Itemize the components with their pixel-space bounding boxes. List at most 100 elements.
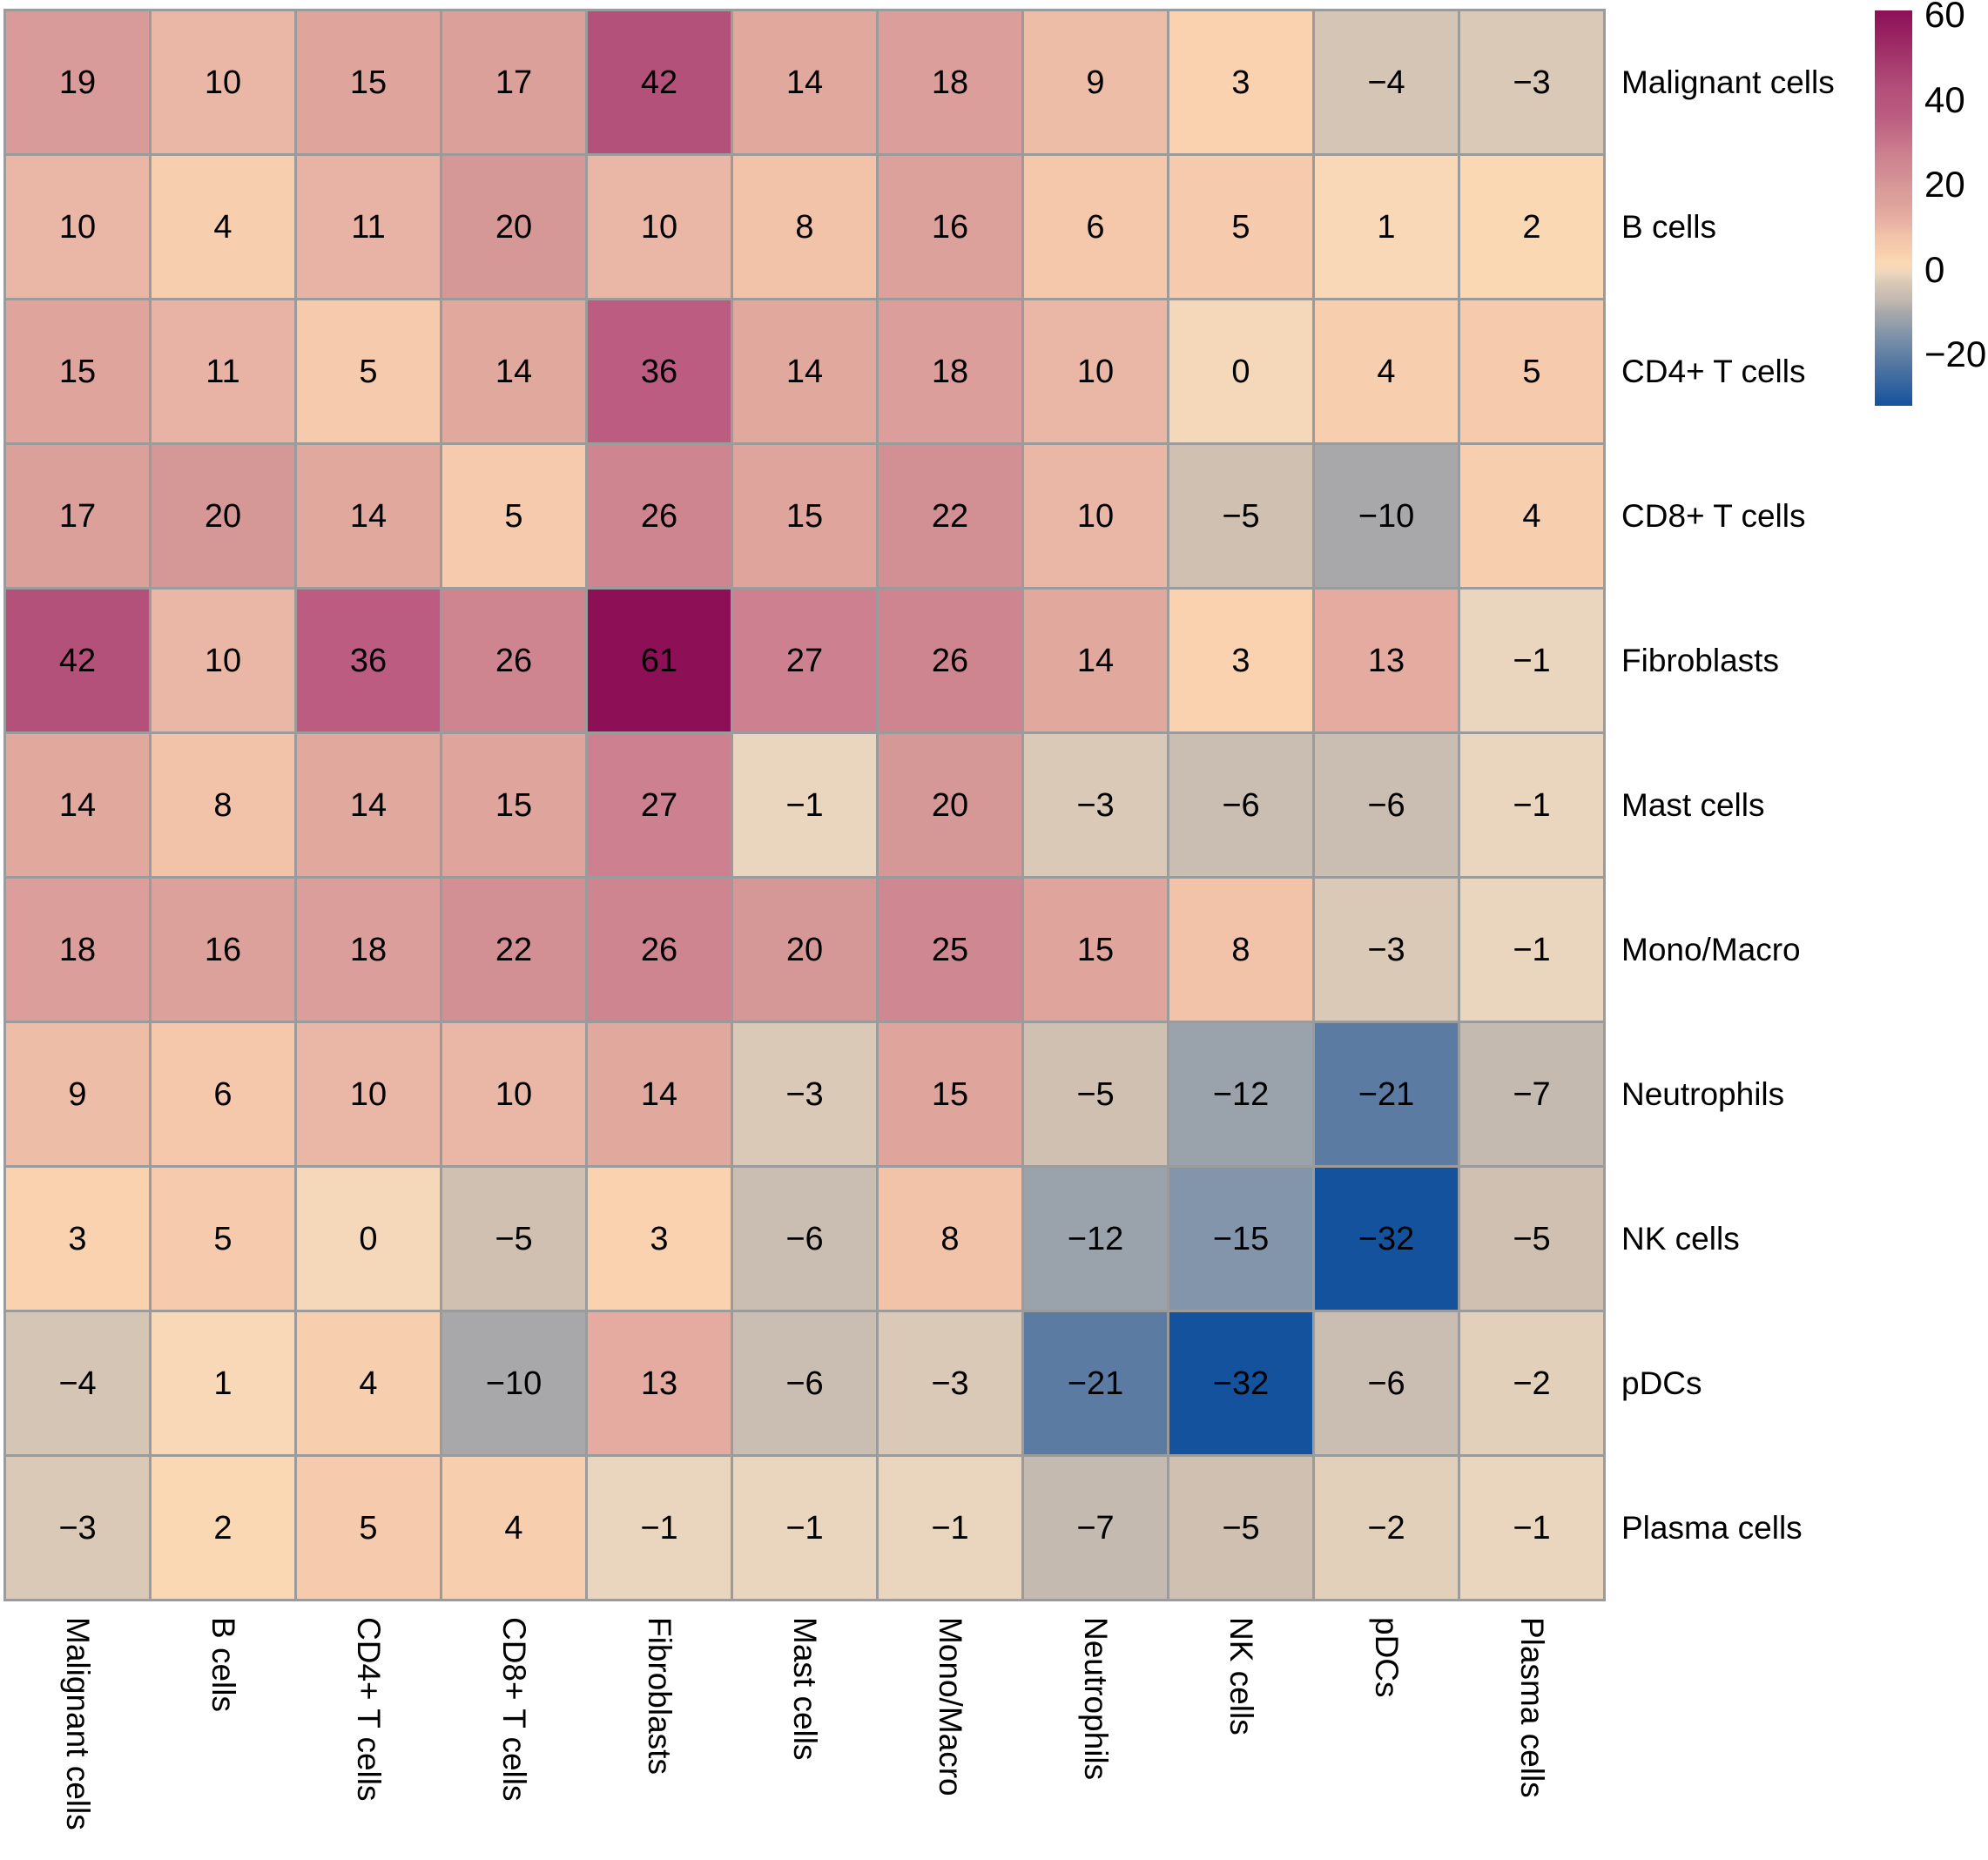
heatmap-cell: −6 <box>1169 734 1312 876</box>
column-label: Plasma cells <box>1513 1617 1550 1798</box>
heatmap-cell: 4 <box>1315 300 1458 442</box>
heatmap-cell: −4 <box>6 1312 149 1454</box>
heatmap-cell: 10 <box>152 590 294 731</box>
heatmap-cell: −5 <box>1169 1457 1312 1599</box>
heatmap-cell: 10 <box>6 156 149 298</box>
heatmap-cell: 25 <box>879 879 1021 1021</box>
row-label: B cells <box>1621 209 1716 246</box>
heatmap-cell: 42 <box>6 590 149 731</box>
heatmap-cell: 8 <box>879 1168 1021 1310</box>
heatmap-cell: 15 <box>733 445 876 587</box>
heatmap-cell: −1 <box>1460 879 1603 1021</box>
heatmap-cell: −5 <box>1024 1023 1167 1165</box>
heatmap-cell: 26 <box>442 590 585 731</box>
heatmap-cell: −3 <box>1315 879 1458 1021</box>
heatmap-cell: 18 <box>879 11 1021 153</box>
column-label: Mono/Macro <box>932 1617 968 1796</box>
heatmap-cell: 15 <box>442 734 585 876</box>
heatmap-cell: 15 <box>879 1023 1021 1165</box>
column-label: CD4+ T cells <box>350 1617 387 1801</box>
heatmap-cell: 17 <box>6 445 149 587</box>
heatmap-cell: 4 <box>1460 445 1603 587</box>
heatmap-cell: 42 <box>588 11 731 153</box>
heatmap-cell: 5 <box>442 445 585 587</box>
heatmap-cell: 26 <box>588 445 731 587</box>
row-label: Mono/Macro <box>1621 932 1801 968</box>
heatmap-cell: 14 <box>442 300 585 442</box>
heatmap-cell: 20 <box>733 879 876 1021</box>
heatmap-cell: 20 <box>442 156 585 298</box>
heatmap-cell: 14 <box>588 1023 731 1165</box>
column-label: Neutrophils <box>1077 1617 1114 1780</box>
heatmap-cell: 22 <box>879 445 1021 587</box>
column-label: CD8+ T cells <box>495 1617 532 1801</box>
heatmap-cell: 3 <box>1169 590 1312 731</box>
heatmap-cell: −4 <box>1315 11 1458 153</box>
heatmap-cell: 13 <box>588 1312 731 1454</box>
heatmap-cell: −5 <box>1460 1168 1603 1310</box>
heatmap-cell: 17 <box>442 11 585 153</box>
heatmap-cell: 36 <box>588 300 731 442</box>
heatmap-cell: −1 <box>733 1457 876 1599</box>
row-label: Mast cells <box>1621 787 1764 824</box>
heatmap-cell: 13 <box>1315 590 1458 731</box>
colorbar-tick-label: 40 <box>1924 82 1965 118</box>
heatmap-cell: 15 <box>297 11 440 153</box>
heatmap-cell: 14 <box>1024 590 1167 731</box>
heatmap-cell: −2 <box>1315 1457 1458 1599</box>
heatmap-cell: −10 <box>1315 445 1458 587</box>
row-label: CD8+ T cells <box>1621 498 1805 535</box>
heatmap-cell: 8 <box>1169 879 1312 1021</box>
heatmap-cell: −1 <box>1460 1457 1603 1599</box>
heatmap-cell: −12 <box>1169 1023 1312 1165</box>
heatmap-cell: −7 <box>1024 1457 1167 1599</box>
heatmap-cell: 3 <box>6 1168 149 1310</box>
heatmap-cell: 0 <box>297 1168 440 1310</box>
heatmap-cell: 4 <box>442 1457 585 1599</box>
heatmap-cell: −12 <box>1024 1168 1167 1310</box>
heatmap-cell: 9 <box>6 1023 149 1165</box>
column-label: NK cells <box>1223 1617 1259 1735</box>
colorbar-tick-label: 60 <box>1924 0 1965 33</box>
row-label: CD4+ T cells <box>1621 354 1805 390</box>
heatmap-cell: 5 <box>297 300 440 442</box>
heatmap-cell: −21 <box>1315 1023 1458 1165</box>
heatmap-cell: 26 <box>588 879 731 1021</box>
heatmap-cell: 15 <box>6 300 149 442</box>
heatmap-cell: 8 <box>152 734 294 876</box>
heatmap-cell: 15 <box>1024 879 1167 1021</box>
heatmap-cell: 20 <box>152 445 294 587</box>
heatmap-cell: −5 <box>1169 445 1312 587</box>
heatmap-cell: 1 <box>152 1312 294 1454</box>
heatmap-cell: 10 <box>1024 445 1167 587</box>
heatmap-cell: −6 <box>1315 734 1458 876</box>
heatmap-cell: 27 <box>588 734 731 876</box>
heatmap-cell: −6 <box>733 1312 876 1454</box>
heatmap-cell: 9 <box>1024 11 1167 153</box>
row-label: pDCs <box>1621 1365 1702 1402</box>
heatmap-cell: 5 <box>152 1168 294 1310</box>
row-label: Neutrophils <box>1621 1076 1784 1113</box>
heatmap-cell: 18 <box>879 300 1021 442</box>
heatmap-cell: −32 <box>1315 1168 1458 1310</box>
heatmap-cell: 11 <box>297 156 440 298</box>
heatmap-cell: 4 <box>152 156 294 298</box>
column-label: Malignant cells <box>59 1617 96 1830</box>
heatmap-cell: 5 <box>1169 156 1312 298</box>
heatmap-cell: 14 <box>297 445 440 587</box>
heatmap-cell: −10 <box>442 1312 585 1454</box>
heatmap-cell: 18 <box>297 879 440 1021</box>
heatmap-cell: −1 <box>879 1457 1021 1599</box>
heatmap-cell: −7 <box>1460 1023 1603 1165</box>
heatmap-cell: −2 <box>1460 1312 1603 1454</box>
heatmap-cell: 18 <box>6 879 149 1021</box>
heatmap-cell: −21 <box>1024 1312 1167 1454</box>
heatmap-cell: −3 <box>733 1023 876 1165</box>
colorbar-tick-label: 20 <box>1924 166 1965 203</box>
heatmap-cell: −1 <box>1460 590 1603 731</box>
row-label: Plasma cells <box>1621 1510 1803 1547</box>
heatmap-cell: 5 <box>1460 300 1603 442</box>
heatmap-cell: −3 <box>879 1312 1021 1454</box>
heatmap-cell: −1 <box>1460 734 1603 876</box>
heatmap-cell: 14 <box>297 734 440 876</box>
